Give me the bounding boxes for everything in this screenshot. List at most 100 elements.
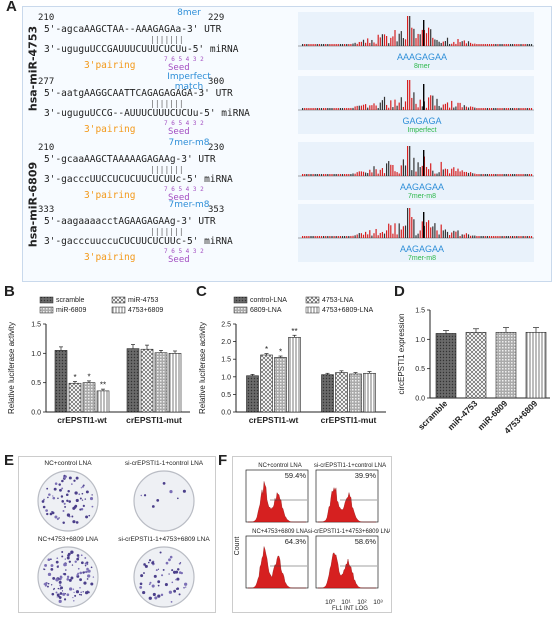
track-bar (398, 223, 400, 238)
pairing-lines: ||||||| (150, 99, 184, 108)
track-bar (413, 157, 415, 176)
track-bar (501, 44, 503, 46)
bar (154, 352, 168, 413)
legend-label: 4753+6809-LNA (322, 307, 374, 314)
track-bar (394, 99, 396, 110)
bar (525, 331, 547, 399)
significance-mark: ** (291, 327, 297, 336)
track-bar (467, 172, 470, 176)
bar (465, 331, 487, 399)
track-bar (392, 107, 394, 110)
track-bar (488, 108, 491, 110)
track-bar (512, 174, 514, 176)
track-type: 7mer-m8 (408, 193, 436, 200)
track-bar (356, 105, 358, 110)
site-row: 210 229 8mer 5'-agcaAAGCTAA--AAAGAGAa-3' UT… (36, 8, 544, 74)
colony (59, 584, 62, 587)
legend-swatch (111, 306, 126, 314)
track-bar (440, 224, 442, 238)
track-bar (528, 108, 530, 110)
colony (57, 587, 60, 590)
significance-mark: * (265, 345, 268, 354)
track-bar (451, 232, 453, 238)
track-bar (362, 104, 365, 110)
track-bar (337, 236, 339, 238)
track-bar (503, 174, 505, 176)
track-bar (354, 106, 356, 110)
track-bar (455, 106, 457, 110)
track-bar (478, 44, 480, 46)
track-bar (346, 236, 348, 238)
track-bar (459, 235, 461, 238)
colony (155, 569, 158, 572)
track-bar (396, 105, 398, 110)
colony (154, 596, 158, 600)
seed-index: 7 6 5 4 3 2 (164, 248, 204, 255)
colony (58, 599, 62, 604)
colony (74, 594, 77, 597)
colony (66, 556, 70, 560)
colony (50, 558, 52, 561)
colony-label: si-crEPSTI1-1+4753+6809 LNA (118, 536, 210, 543)
track-bar (369, 230, 371, 238)
colony (157, 568, 160, 570)
colony (63, 563, 67, 567)
colony (47, 496, 49, 499)
track-bar (369, 42, 371, 46)
track-bar (369, 105, 371, 110)
colony (46, 487, 49, 490)
track-bar (333, 174, 335, 176)
colony (63, 598, 67, 601)
colony (72, 596, 74, 599)
track-bar (516, 174, 518, 176)
track-bar (472, 235, 474, 238)
colony (84, 564, 87, 567)
colony (162, 481, 166, 485)
track-bar (304, 174, 306, 176)
track-bar (377, 107, 379, 110)
track-bar (314, 236, 316, 238)
track-bar (327, 44, 329, 46)
colony (58, 580, 62, 584)
track-bar (386, 163, 388, 176)
track-bar (329, 44, 331, 46)
colony (87, 574, 91, 578)
bar (349, 373, 362, 413)
colony (168, 573, 170, 575)
track-bar (425, 33, 428, 46)
colony (149, 581, 152, 584)
colony (61, 479, 64, 483)
track-bar (379, 169, 381, 176)
colony (157, 584, 160, 587)
bar (96, 390, 110, 413)
track-bar (411, 27, 413, 46)
colony (75, 498, 79, 503)
pairing-label: 3'pairing (84, 124, 136, 135)
flow-frame (232, 456, 392, 613)
track-bar (392, 36, 394, 46)
track-bar (331, 44, 333, 46)
colony (171, 569, 174, 572)
track-bar (474, 235, 476, 238)
colony (82, 591, 84, 593)
track-bar (367, 38, 369, 46)
track-bar (491, 174, 493, 176)
track-bar (392, 233, 394, 238)
colony (64, 558, 66, 560)
track-bar (526, 236, 528, 238)
track-bar (373, 42, 375, 46)
track-bar (302, 44, 304, 46)
track-label: AAGAGAA (400, 182, 444, 192)
colony (54, 482, 58, 485)
legend-swatch (305, 296, 320, 304)
track-bar (440, 42, 442, 46)
petri-dish (133, 470, 195, 532)
x-category-label: miR-4753 (446, 398, 480, 432)
site-row: 333 353 7mer-m8 5'-aagaaaacctAGAAGAGAAg-3' … (36, 200, 544, 266)
track-bar (392, 164, 394, 176)
flow-x-tick: 10² (357, 599, 367, 606)
track-bar (438, 234, 440, 238)
x-category-label: scramble (416, 398, 450, 432)
track-bar (341, 108, 344, 110)
